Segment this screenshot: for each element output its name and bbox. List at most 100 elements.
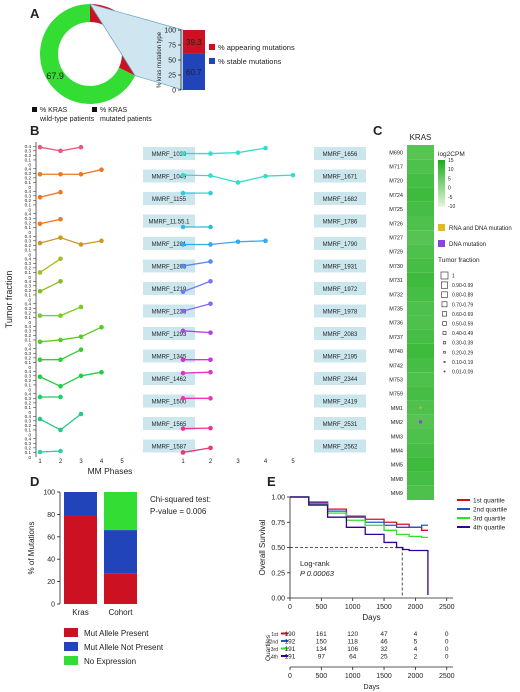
heatmap-cell bbox=[407, 315, 434, 330]
heatmap-cell bbox=[407, 358, 434, 373]
series-point bbox=[37, 449, 43, 455]
colorbar-step bbox=[438, 179, 445, 182]
risk-table-value: 5 bbox=[414, 639, 418, 646]
legend-label: 2nd quartile bbox=[473, 507, 507, 514]
y-tick-label: 1.00 bbox=[271, 495, 285, 502]
heatmap-cell bbox=[407, 457, 434, 472]
heatmap-row-label: MM5 bbox=[391, 463, 403, 469]
series-point bbox=[180, 426, 186, 431]
risk-x-tick-label: 2500 bbox=[439, 673, 455, 680]
panel-label-c: C bbox=[373, 123, 383, 138]
y-tick-label: 0.4 bbox=[25, 347, 32, 352]
heatmap-cell bbox=[407, 329, 434, 344]
risk-x-axis-label: Days bbox=[364, 684, 380, 691]
series-label-box bbox=[314, 349, 366, 363]
series-point bbox=[208, 301, 213, 307]
bar-y-tick-label: 75 bbox=[168, 43, 176, 50]
series-label-box bbox=[314, 304, 366, 318]
risk-x-tick-label: 2000 bbox=[408, 673, 424, 680]
risk-x-tick-label: 500 bbox=[316, 673, 328, 680]
y-tick-label: 0 bbox=[28, 387, 31, 392]
series-point bbox=[58, 216, 63, 222]
series-line bbox=[182, 371, 211, 374]
series-point bbox=[58, 337, 63, 343]
mutation-legend-swatch bbox=[438, 224, 445, 231]
heatmap-title: KRAS bbox=[410, 133, 432, 142]
risk-table-value: 192 bbox=[285, 639, 296, 646]
heatmap-cell bbox=[407, 187, 434, 202]
y-tick-label: 0 bbox=[28, 455, 31, 460]
y-tick-label: 0.1 bbox=[25, 383, 32, 388]
pie-legend-swatch bbox=[92, 107, 97, 112]
series-label: MMRF_1682 bbox=[323, 197, 358, 203]
series-point bbox=[37, 270, 43, 275]
colorbar-step bbox=[438, 186, 445, 190]
stacked-bar-segment bbox=[183, 53, 205, 90]
risk-table-value: 0 bbox=[445, 639, 449, 646]
y-tick-label: 0.4 bbox=[25, 302, 32, 307]
y-tick-label: 0.75 bbox=[271, 520, 285, 527]
stacked-bar-segment bbox=[64, 515, 97, 604]
y-tick-label: 0.2 bbox=[25, 288, 32, 293]
series-point bbox=[37, 416, 43, 422]
x-tick-label: 1000 bbox=[345, 604, 361, 611]
colorbar-tick-label: 15 bbox=[448, 158, 454, 164]
series-point bbox=[180, 357, 186, 363]
risk-table-value: 0 bbox=[445, 631, 449, 638]
x-tick-label: 4 bbox=[264, 459, 268, 465]
series-point bbox=[208, 173, 213, 178]
y-tick-label: 0.4 bbox=[25, 212, 32, 217]
risk-table-value: 106 bbox=[347, 646, 358, 653]
x-tick-label: 1500 bbox=[376, 604, 392, 611]
risk-x-tick-label: 1500 bbox=[376, 673, 392, 680]
stat-annotation: P-value = 0.006 bbox=[150, 507, 207, 516]
heatmap-row-label: M727 bbox=[389, 236, 403, 242]
x-tick-label: Kras bbox=[72, 608, 88, 617]
series-point bbox=[37, 221, 43, 227]
y-tick-label: 0 bbox=[28, 432, 31, 437]
series-point bbox=[78, 347, 84, 352]
series-label-box bbox=[143, 439, 195, 453]
series-point bbox=[208, 330, 213, 335]
y-tick-label: 0.2 bbox=[25, 243, 32, 248]
heatmap-row-label: M735 bbox=[389, 307, 403, 313]
size-legend-marker bbox=[442, 321, 447, 326]
y-tick-label: 0.25 bbox=[271, 570, 285, 577]
y-tick-label: 0 bbox=[28, 252, 31, 257]
y-tick-label: 0.4 bbox=[25, 437, 32, 442]
x-tick-label: 0 bbox=[288, 604, 292, 611]
series-point bbox=[208, 190, 213, 196]
y-tick-label: 0.1 bbox=[25, 248, 32, 253]
heatmap-cell bbox=[407, 386, 434, 401]
segment-value-label: 60.7 bbox=[186, 68, 202, 77]
series-label: MMRF_1587 bbox=[152, 445, 187, 451]
series-point bbox=[208, 396, 213, 401]
series-point bbox=[58, 313, 63, 318]
size-legend-marker bbox=[443, 370, 446, 373]
x-tick-label: 3 bbox=[236, 459, 240, 465]
colorbar-tick-label: 5 bbox=[448, 176, 451, 182]
pie-legend-label: % KRAS bbox=[40, 107, 68, 114]
mutation-legend-label: DNA mutation bbox=[449, 242, 486, 248]
x-tick-label: 2 bbox=[209, 459, 213, 465]
series-line bbox=[39, 218, 61, 225]
series-label: MMRF_1565 bbox=[152, 422, 187, 428]
y-tick-label: 0.2 bbox=[25, 153, 32, 158]
y-tick-label: 0.4 bbox=[25, 369, 32, 374]
risk-x-tick-label: 1000 bbox=[345, 673, 361, 680]
risk-table-value: 0 bbox=[445, 654, 449, 661]
x-tick-label: Cohort bbox=[108, 608, 133, 617]
pie-legend-label: wild-type patients bbox=[39, 116, 95, 123]
panel-d: 0 20 40 60 80 100 % of Mutations Kras Cohort Chi-… bbox=[27, 490, 211, 667]
colorbar-tick-label: -5 bbox=[448, 195, 453, 201]
series-label: MMRF_1345 bbox=[152, 355, 187, 361]
y-tick-label: 0.3 bbox=[25, 261, 32, 266]
colorbar-step bbox=[438, 161, 445, 165]
series-point bbox=[78, 373, 84, 379]
series-point bbox=[78, 304, 84, 310]
size-legend-marker bbox=[440, 271, 449, 280]
series-point bbox=[78, 411, 84, 417]
y-tick-label: 0.2 bbox=[25, 176, 32, 181]
risk-table-value: 47 bbox=[380, 631, 388, 638]
